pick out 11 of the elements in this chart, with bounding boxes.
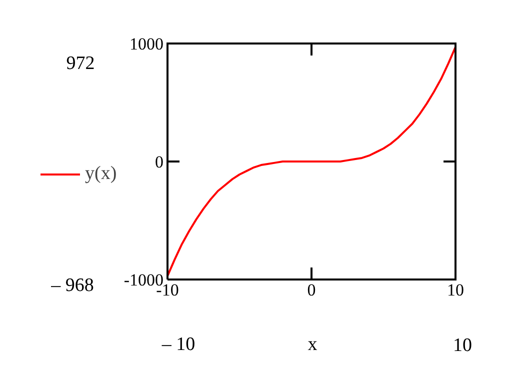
x-axis-title: x <box>308 334 318 355</box>
y-tick-label: 1000 <box>130 34 164 54</box>
x-tick-label: 0 <box>307 280 316 300</box>
text: – 968 <box>50 275 94 296</box>
text: 972 <box>66 53 95 74</box>
y-tick-label: 0 <box>155 152 164 172</box>
text: 10 <box>453 335 472 356</box>
x-tick-label: 10 <box>447 280 464 300</box>
line-series <box>166 46 456 277</box>
legend-label: y(x) <box>85 163 117 185</box>
text: – 10 <box>160 334 196 355</box>
